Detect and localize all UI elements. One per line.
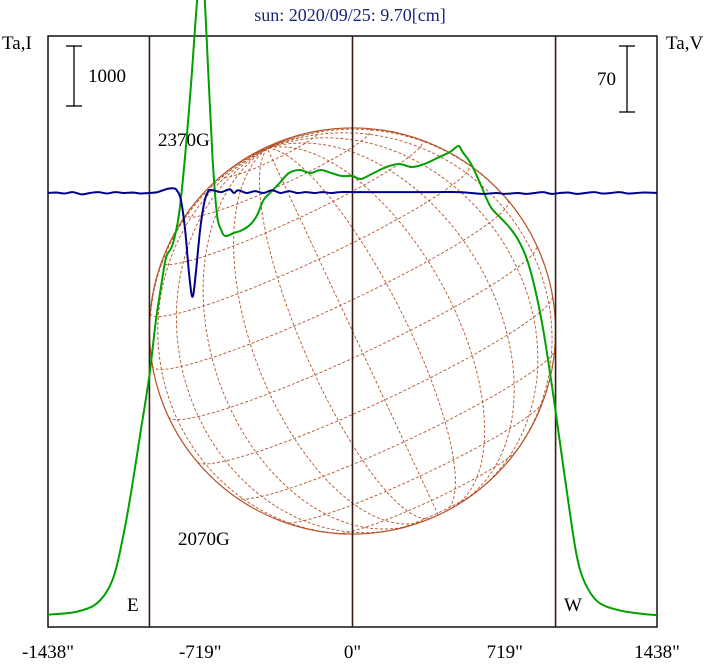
x-tick-label: 719" xyxy=(487,642,523,662)
disk-longitude-line xyxy=(266,146,268,149)
disk-longitude-line xyxy=(267,132,553,467)
chart-title: sun: 2020/09/25: 9.70[cm] xyxy=(254,5,446,25)
disk-latitude-line xyxy=(283,401,544,524)
disk-longitude-line xyxy=(227,147,268,172)
polarization-series-line xyxy=(47,187,658,298)
disk-longitude-line xyxy=(252,147,268,155)
disk-latitude-line xyxy=(168,245,538,421)
left-axis-label: Ta,I xyxy=(2,33,32,54)
disk-longitude-line xyxy=(266,144,272,149)
east-limb-label: E xyxy=(127,595,139,616)
disk-longitude-line xyxy=(267,142,515,505)
disk-longitude-line xyxy=(246,147,268,158)
x-tick-label: 1438" xyxy=(634,642,680,662)
left-scale-bar xyxy=(66,45,82,107)
disk-longitude-line xyxy=(267,147,456,512)
disk-longitude-line xyxy=(261,147,268,150)
x-tick-labels: -1438" -719" 0" 719" 1438" xyxy=(22,642,680,663)
disk-latitude-line xyxy=(197,296,554,465)
disk-longitude-line xyxy=(175,147,404,534)
disk-longitude-line xyxy=(267,128,549,275)
disk-longitude-line xyxy=(149,147,268,445)
intensity-series-line xyxy=(47,0,658,617)
peak-annotation: 2370G xyxy=(158,130,210,151)
solar-disk-grid xyxy=(148,127,557,535)
disk-longitude-line xyxy=(267,140,282,149)
limb-lines xyxy=(148,36,557,627)
disk-latitude-line xyxy=(151,199,509,370)
right-scale-bar xyxy=(619,45,635,113)
left-scale-label: 1000 xyxy=(88,66,126,87)
disk-longitude-line xyxy=(233,147,424,525)
disk-longitude-line xyxy=(267,138,288,149)
disk-longitude-line xyxy=(202,147,418,530)
disk-latitude-line xyxy=(392,489,480,531)
disk-longitude-line xyxy=(267,137,539,497)
disk-longitude-line xyxy=(194,147,268,204)
x-tick-label: -1438" xyxy=(22,642,74,662)
dip-annotation: 2070G xyxy=(178,529,230,550)
x-tick-label: -719" xyxy=(179,642,222,662)
right-axis-label: Ta,V xyxy=(666,33,703,54)
x-tick-label: 0" xyxy=(344,642,361,662)
west-limb-label: W xyxy=(564,595,582,616)
disk-longitude-line xyxy=(258,148,431,520)
disk-longitude-line xyxy=(267,131,311,149)
disk-longitude-line xyxy=(266,148,439,516)
disk-longitude-line xyxy=(267,146,486,509)
right-scale-label: 70 xyxy=(597,69,616,90)
